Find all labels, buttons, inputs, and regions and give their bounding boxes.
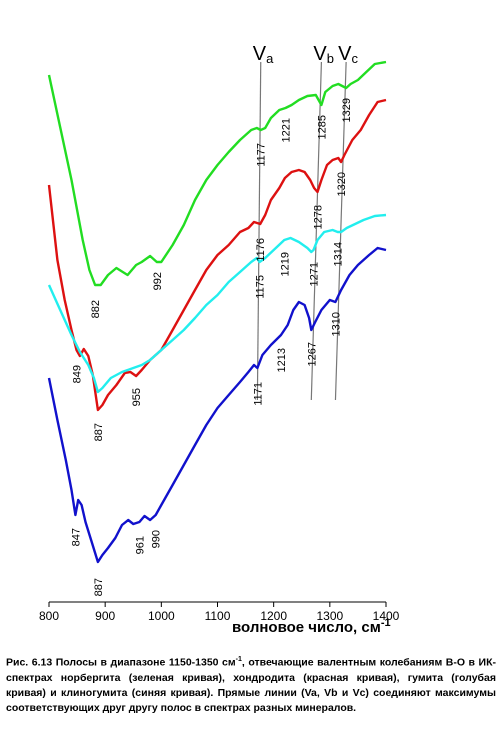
peak-label-2: 992: [152, 272, 164, 290]
connector-line-b: [310, 61, 323, 401]
spectrum-curve-3: [47, 213, 387, 394]
peak-label-12: 1320: [336, 172, 348, 196]
peak-label-11: 1278: [312, 205, 324, 229]
spectrum-curve-4: [47, 246, 387, 564]
x-tick-label-1300: 1300: [316, 609, 343, 623]
connector-label-b: Vb: [313, 43, 334, 66]
spectra-curves: [47, 60, 387, 564]
caption-text: , отвечающие валентным колебаниям B-O в …: [6, 656, 496, 714]
peak-label-23: 1267: [306, 342, 318, 366]
peak-label-3: 1177: [256, 143, 268, 167]
spectrum-curve-1: [47, 60, 387, 287]
spectra-chart: Va Vb Vc 882 992 1177 1221 1285 1329 849 887 955 11…: [39, 43, 400, 636]
peak-label-9: 955: [131, 388, 143, 406]
x-axis: 800 900 1000 1100 1200 1300 1400: [39, 601, 400, 623]
x-tick-label-1200: 1200: [260, 609, 287, 623]
connector-line-a: [256, 61, 262, 401]
figure-caption: Рис. 6.13 Полосы в диапазоне 1150-1350 с…: [6, 652, 496, 716]
peak-label-13: 1175: [255, 275, 267, 299]
peak-label-14: 1219: [279, 252, 291, 276]
connector-label-c: Vc: [338, 43, 358, 66]
peak-label-19: 961: [134, 536, 146, 554]
x-tick-label-1400: 1400: [373, 609, 400, 623]
connector-label-a: Va: [253, 43, 274, 66]
peak-label-8: 887: [93, 423, 105, 441]
peak-label-21: 1171: [252, 382, 264, 406]
peak-labels: 882 992 1177 1221 1285 1329 849 887 955 1176 1278 1…: [70, 98, 353, 596]
x-tick-label-800: 800: [39, 609, 59, 623]
caption-sup: -1: [235, 656, 242, 663]
peak-label-1: 882: [90, 300, 102, 318]
peak-label-16: 1314: [333, 242, 345, 266]
x-tick-label-1000: 1000: [148, 609, 175, 623]
x-tick-label-1100: 1100: [205, 609, 231, 623]
peak-label-6: 1329: [341, 98, 353, 122]
peak-label-24: 1310: [330, 312, 342, 336]
peak-label-17: 847: [70, 528, 82, 546]
peak-label-18: 887: [93, 578, 105, 596]
peak-label-5: 1285: [316, 115, 328, 139]
caption-prefix: Рис. 6.13 Полосы в диапазоне 1150-1350 с…: [6, 656, 236, 669]
peak-label-7: 849: [72, 365, 84, 383]
peak-label-15: 1271: [309, 262, 321, 286]
peak-label-20: 990: [151, 530, 163, 548]
x-tick-label-900: 900: [95, 609, 115, 623]
x-axis-label: волновое число, см-1: [232, 617, 391, 636]
peak-label-10: 1176: [255, 238, 267, 262]
peak-label-4: 1221: [280, 118, 292, 142]
peak-label-22: 1213: [276, 348, 288, 372]
